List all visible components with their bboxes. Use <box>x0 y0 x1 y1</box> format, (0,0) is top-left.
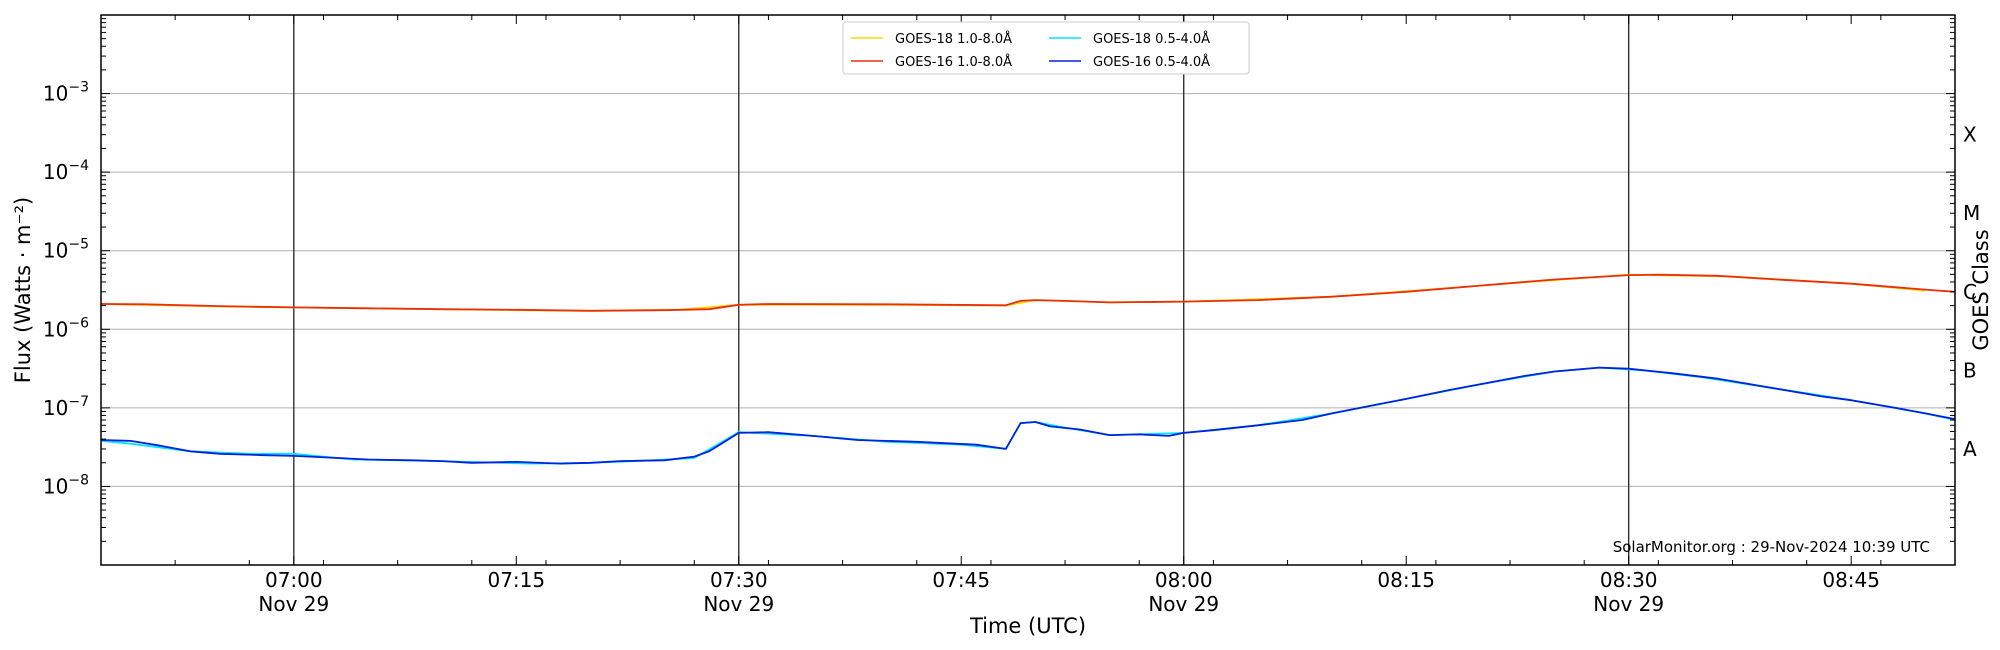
x-tick-date-label: Nov 29 <box>703 592 774 616</box>
x-tick-label: 07:30 <box>710 568 768 592</box>
series-line <box>100 273 1956 312</box>
legend-entry-label: GOES-18 0.5-4.0Å <box>1093 31 1210 47</box>
x-tick-label: 08:00 <box>1155 568 1213 592</box>
x-tick-label: 08:15 <box>1377 568 1435 592</box>
goes-class-label: C <box>1963 280 1977 304</box>
grid-lines <box>101 93 1955 487</box>
x-tick-date-label: Nov 29 <box>1593 592 1664 616</box>
x-tick-label: 07:45 <box>932 568 990 592</box>
y-tick-label: 10−7 <box>43 394 89 420</box>
credit-text: SolarMonitor.org : 29-Nov-2024 10:39 UTC <box>1613 538 1930 556</box>
plot-frame <box>100 14 1956 566</box>
x-axis-label: Time (UTC) <box>969 614 1086 638</box>
goes-class-label: B <box>1963 358 1977 382</box>
legend-box <box>842 21 1250 75</box>
goes-class-labels: A B C M X <box>1963 123 1980 461</box>
x-tick-label: 08:45 <box>1822 568 1880 592</box>
day-marker-lines <box>293 15 1630 565</box>
goes-class-label: X <box>1963 123 1977 147</box>
series-lines <box>100 273 1956 465</box>
x-tick-date-label: Nov 29 <box>258 592 329 616</box>
goes-class-label: A <box>1963 437 1977 461</box>
x-tick-label: 07:00 <box>265 568 323 592</box>
y-tick-labels: 10−8 10−7 10−6 10−5 10−4 10−3 <box>43 80 89 499</box>
legend-entry-label: GOES-18 1.0-8.0Å <box>895 31 1012 47</box>
axis-ticks <box>100 14 1956 566</box>
legend-entry-label: GOES-16 1.0-8.0Å <box>895 54 1012 70</box>
y-tick-label: 10−6 <box>43 315 89 341</box>
y-tick-label: 10−4 <box>43 158 89 184</box>
y-tick-label: 10−5 <box>43 237 89 263</box>
y-axis-label: Flux (Watts · m⁻²) <box>11 197 35 383</box>
goes-class-label: M <box>1963 201 1980 225</box>
series-line <box>100 366 1956 465</box>
y-tick-label: 10−3 <box>43 80 89 106</box>
x-tick-label: 08:30 <box>1600 568 1658 592</box>
legend-entry-label: GOES-16 0.5-4.0Å <box>1093 54 1210 70</box>
legend: GOES-18 1.0-8.0Å GOES-18 0.5-4.0Å GOES-16 … <box>842 21 1250 75</box>
x-tick-label: 07:15 <box>487 568 545 592</box>
series-line <box>100 273 1926 312</box>
y-tick-label: 10−8 <box>43 472 89 498</box>
x-tick-date-label: Nov 29 <box>1148 592 1219 616</box>
series-line <box>100 366 1956 465</box>
goes-class-axis-label: GOES Class <box>1969 229 1993 350</box>
